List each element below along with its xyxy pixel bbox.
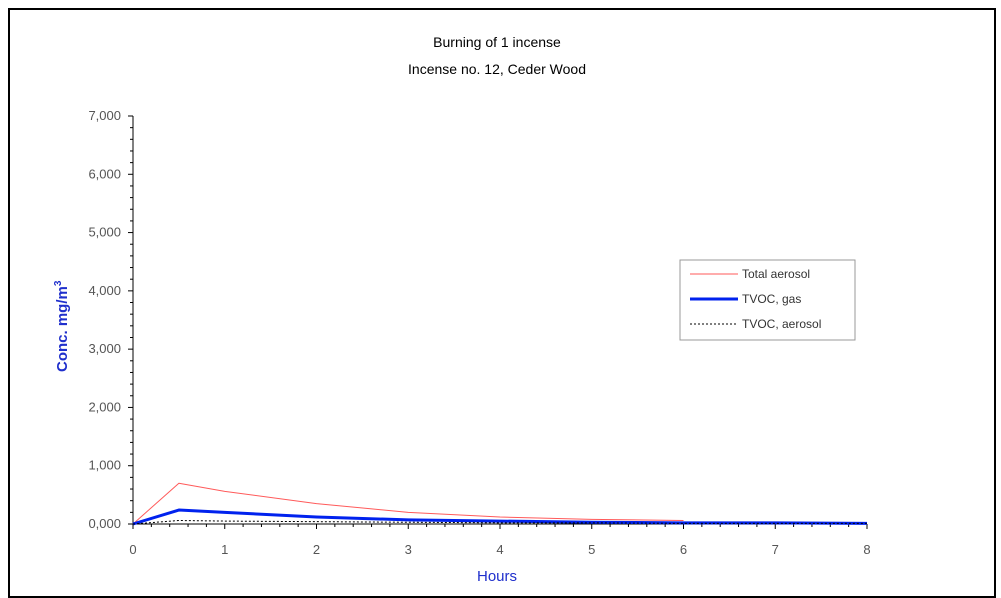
x-tick-label: 8 — [863, 542, 870, 557]
chart-title: Burning of 1 incense — [433, 34, 561, 50]
series-line-2 — [132, 520, 867, 525]
series-line-0 — [132, 482, 684, 525]
x-tick-label: 6 — [680, 542, 687, 557]
y-tick-label: 7,000 — [88, 108, 121, 123]
legend: Total aerosol TVOC, gas TVOC, aerosol — [679, 259, 856, 341]
series-group — [132, 482, 868, 526]
x-tick-label: 2 — [313, 542, 320, 557]
y-axis-label-text: Conc. mg/m — [54, 286, 71, 372]
y-tick-label: 4,000 — [88, 283, 121, 298]
x-tick-label: 3 — [405, 542, 412, 557]
x-tick-label: 5 — [588, 542, 595, 557]
x-tick-label: 7 — [772, 542, 779, 557]
line-chart: Burning of 1 incense Incense no. 12, Ced… — [53, 34, 871, 585]
y-axis-label: Conc. mg/m3 — [53, 280, 71, 372]
legend-label: TVOC, gas — [742, 292, 801, 306]
y-tick-label: 1,000 — [88, 458, 121, 473]
x-tick-label: 4 — [496, 542, 503, 557]
y-tick-label: 6,000 — [88, 166, 121, 181]
y-tick-label: 5,000 — [88, 225, 121, 240]
y-tick-label: 3,000 — [88, 341, 121, 356]
x-tick-label: 1 — [221, 542, 228, 557]
y-tick-label: 2,000 — [88, 399, 121, 414]
y-axis-label-superscript: 3 — [53, 280, 64, 286]
legend-label: TVOC, aerosol — [742, 317, 821, 331]
chart-subtitle: Incense no. 12, Ceder Wood — [408, 61, 586, 77]
y-tick-label: 0,000 — [88, 516, 121, 531]
x-axis-label: Hours — [477, 568, 517, 585]
x-tick-label: 0 — [129, 542, 136, 557]
legend-label: Total aerosol — [742, 267, 810, 281]
series-line-1 — [132, 508, 868, 526]
